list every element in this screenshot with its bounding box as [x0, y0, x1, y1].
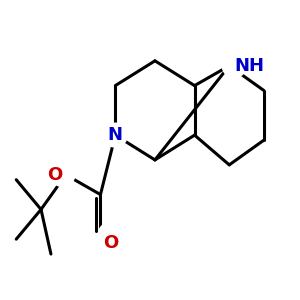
Circle shape	[103, 123, 127, 147]
Circle shape	[222, 54, 246, 78]
Text: O: O	[103, 234, 118, 252]
Circle shape	[51, 163, 75, 187]
Text: O: O	[48, 166, 63, 184]
Text: NH: NH	[234, 57, 264, 75]
Circle shape	[98, 222, 122, 246]
Text: N: N	[108, 126, 123, 144]
